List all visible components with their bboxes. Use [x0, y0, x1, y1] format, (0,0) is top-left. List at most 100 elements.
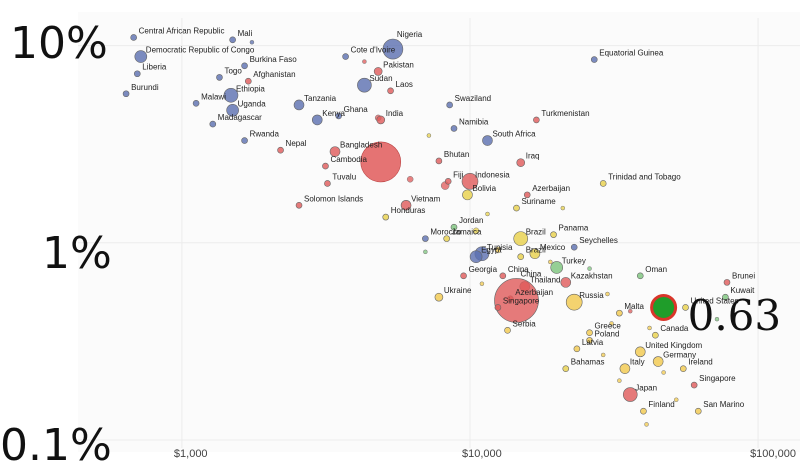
point-label: Ethiopia: [236, 84, 265, 93]
data-point: [462, 189, 473, 201]
data-point: [674, 397, 679, 402]
data-point: [600, 352, 606, 358]
data-point: [311, 114, 323, 126]
point-label: Turkey: [562, 256, 586, 265]
data-point: [450, 223, 458, 231]
data-point: [616, 309, 623, 317]
data-point: [423, 249, 428, 255]
data-point: [130, 34, 137, 41]
point-label: Uganda: [238, 99, 267, 108]
highlight-value-label: 0.63: [687, 291, 782, 341]
data-point: [400, 199, 412, 211]
data-point: [435, 157, 443, 165]
data-point: [617, 378, 622, 383]
point-label: Bhutan: [444, 150, 469, 159]
point-label: Azerbaijan: [515, 288, 553, 297]
highlight-point[interactable]: [650, 293, 678, 321]
data-point: [322, 162, 329, 170]
x-tick-label: $100,000: [750, 448, 796, 460]
data-point: [587, 266, 592, 271]
data-point: [382, 38, 404, 60]
point-label: Indonesia: [475, 170, 510, 179]
data-point: [690, 381, 698, 389]
data-point: [599, 180, 607, 187]
data-point: [277, 146, 284, 154]
point-label: Togo: [224, 66, 242, 75]
x-tick-label: $1,000: [173, 448, 208, 460]
data-point: [209, 120, 217, 128]
data-point: [652, 356, 664, 367]
point-label: Cambodia: [330, 155, 367, 164]
data-point: [360, 141, 402, 183]
data-point: [694, 407, 702, 415]
data-point: [590, 56, 598, 63]
data-point: [533, 116, 540, 124]
data-point: [562, 365, 570, 372]
point-label: Rwanda: [250, 130, 280, 139]
grid-lines: [78, 12, 800, 452]
y-tick-label: 1%: [42, 228, 112, 279]
point-label: Azerbaijan: [532, 184, 570, 193]
data-point: [134, 50, 148, 63]
point-label: Greece: [595, 322, 622, 331]
point-label: Liberia: [142, 63, 167, 72]
data-point: [513, 204, 520, 212]
data-point: [422, 235, 429, 242]
data-point: [504, 327, 511, 334]
point-label: Vietnam: [411, 194, 441, 203]
data-point: [406, 176, 414, 183]
data-point: [469, 250, 483, 264]
point-label: Singapore: [699, 374, 736, 383]
point-label: Madagascar: [218, 113, 262, 122]
point-label: Canada: [660, 324, 689, 333]
point-label: Burundi: [131, 83, 159, 92]
data-point: [494, 304, 502, 311]
point-label: Iraq: [526, 152, 540, 161]
data-point: [244, 77, 252, 85]
data-point: [722, 293, 729, 301]
point-label: Morocco: [430, 228, 461, 237]
point-label: Singapore: [503, 296, 540, 305]
point-label: Tuvalu: [332, 172, 356, 181]
point-label: Central African Republic: [139, 26, 225, 35]
point-label: Cote d'Ivoire: [351, 46, 396, 55]
point-label: United Kingdom: [645, 341, 702, 350]
data-point: [619, 363, 631, 374]
point-label: Malawi: [201, 92, 226, 101]
data-point: [550, 231, 557, 238]
data-point: [529, 248, 541, 260]
data-point: [560, 205, 566, 211]
point-label: Namibia: [459, 117, 489, 126]
point-label: Burkina Faso: [250, 55, 298, 64]
point-label: Bangladesh: [340, 141, 382, 150]
point-label: Ireland: [688, 358, 712, 367]
data-point: [434, 292, 444, 302]
point-label: Kazakhstan: [571, 271, 613, 280]
point-label: San Marino: [703, 400, 744, 409]
data-point: [550, 261, 564, 274]
data-point: [216, 74, 223, 81]
data-point: [560, 277, 572, 288]
point-label: Finland: [648, 400, 674, 409]
data-point: [192, 99, 200, 107]
point-label: Jordan: [459, 216, 483, 225]
y-tick-label: 10%: [10, 18, 108, 69]
point-label: Swaziland: [455, 94, 491, 103]
data-point: [679, 365, 687, 372]
data-point: [714, 316, 720, 322]
data-point: [644, 422, 649, 427]
data-point: [342, 53, 349, 60]
point-label: Russia: [579, 291, 604, 300]
point-label: Poland: [595, 329, 620, 338]
data-point: [382, 213, 390, 221]
data-point: [622, 387, 638, 402]
point-label: Tunisia: [487, 243, 513, 252]
data-point: [586, 337, 593, 344]
point-label: South Africa: [492, 130, 536, 139]
highlight-marker[interactable]: [650, 293, 678, 321]
point-label: Turkmenistan: [541, 109, 589, 118]
data-point: [460, 272, 467, 280]
data-point: [461, 173, 479, 190]
data-point: [523, 191, 531, 199]
